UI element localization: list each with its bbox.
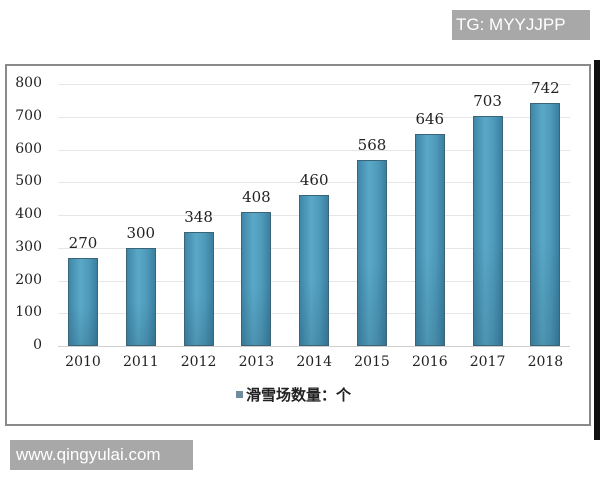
x-tick-label: 2017 xyxy=(469,354,506,370)
y-tick-label: 300 xyxy=(15,238,42,255)
bar-2017 xyxy=(472,115,503,346)
data-label: 408 xyxy=(242,188,271,207)
data-label: 703 xyxy=(473,91,502,110)
gridline xyxy=(58,149,570,151)
gridline xyxy=(58,182,570,184)
data-label: 742 xyxy=(531,78,560,97)
y-tick-label: 400 xyxy=(15,206,42,222)
x-tick-label: 2018 xyxy=(527,354,564,370)
y-tick-label: 800 xyxy=(15,75,42,91)
bar-2013 xyxy=(241,212,272,346)
data-label: 646 xyxy=(415,110,445,129)
y-tick-label: 200 xyxy=(15,271,42,288)
y-tick-label: 600 xyxy=(15,140,42,157)
y-tick-label: 100 xyxy=(15,304,42,321)
gridline xyxy=(58,116,570,118)
bar-2014 xyxy=(299,195,330,346)
watermark-top: TG: MYYJJPP xyxy=(452,10,590,40)
x-axis-line xyxy=(58,346,570,347)
legend-swatch xyxy=(236,390,243,398)
data-label: 300 xyxy=(126,223,156,242)
y-tick-label: 0 xyxy=(33,337,42,353)
x-tick-label: 2015 xyxy=(354,354,390,370)
x-tick-label: 2011 xyxy=(122,354,159,370)
bar-2010 xyxy=(68,257,98,346)
data-label: 460 xyxy=(299,171,329,190)
x-tick-label: 2016 xyxy=(411,354,448,370)
legend-label: 滑雪场数量：个 xyxy=(246,385,352,404)
gridline xyxy=(58,84,570,85)
data-label: 270 xyxy=(68,233,98,252)
data-label: 348 xyxy=(184,208,213,227)
x-tick-label: 2014 xyxy=(296,354,332,370)
y-tick-label: 500 xyxy=(15,173,42,190)
data-label: 568 xyxy=(357,135,387,154)
x-tick-label: 2010 xyxy=(65,354,101,370)
bar-2016 xyxy=(414,134,445,346)
legend: 滑雪场数量：个 xyxy=(236,384,351,404)
x-tick-label: 2012 xyxy=(180,354,217,370)
bar-2012 xyxy=(183,232,214,346)
x-tick-label: 2013 xyxy=(238,354,275,370)
bar-2011 xyxy=(125,247,156,346)
bar-2015 xyxy=(357,159,387,346)
bar-2018 xyxy=(530,102,561,346)
y-tick-label: 700 xyxy=(15,107,42,124)
right-edge-border xyxy=(594,60,600,440)
watermark-bottom: www.qingyulai.com xyxy=(10,440,193,470)
